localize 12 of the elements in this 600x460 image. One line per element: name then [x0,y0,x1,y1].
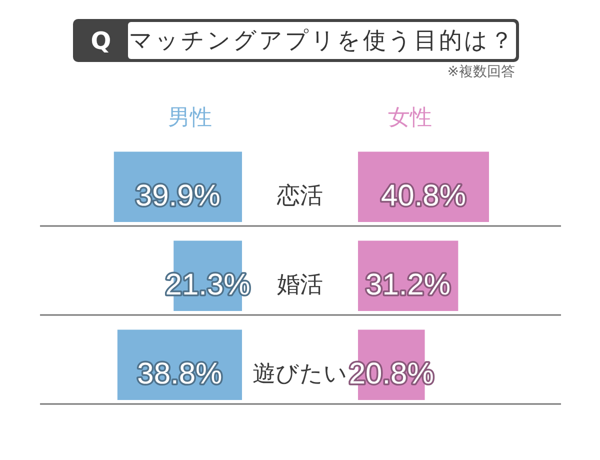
data-label: 40.8% [380,179,466,212]
y-tick-label: 恋活 [276,182,323,209]
text: マッチングアプリを使う目的は？ [129,28,515,54]
series-label: 男性 [168,106,212,130]
y-tick-label: 遊びたい [252,360,348,387]
data-label: 31.2% [366,268,451,302]
y-tick-label: 婚活 [277,272,323,298]
series-label: 女性 [388,106,432,130]
text: ※複数回答 [447,64,515,80]
data-label: 38.8% [137,357,222,390]
text: Q [90,27,112,55]
data-label: 39.9% [135,179,220,212]
